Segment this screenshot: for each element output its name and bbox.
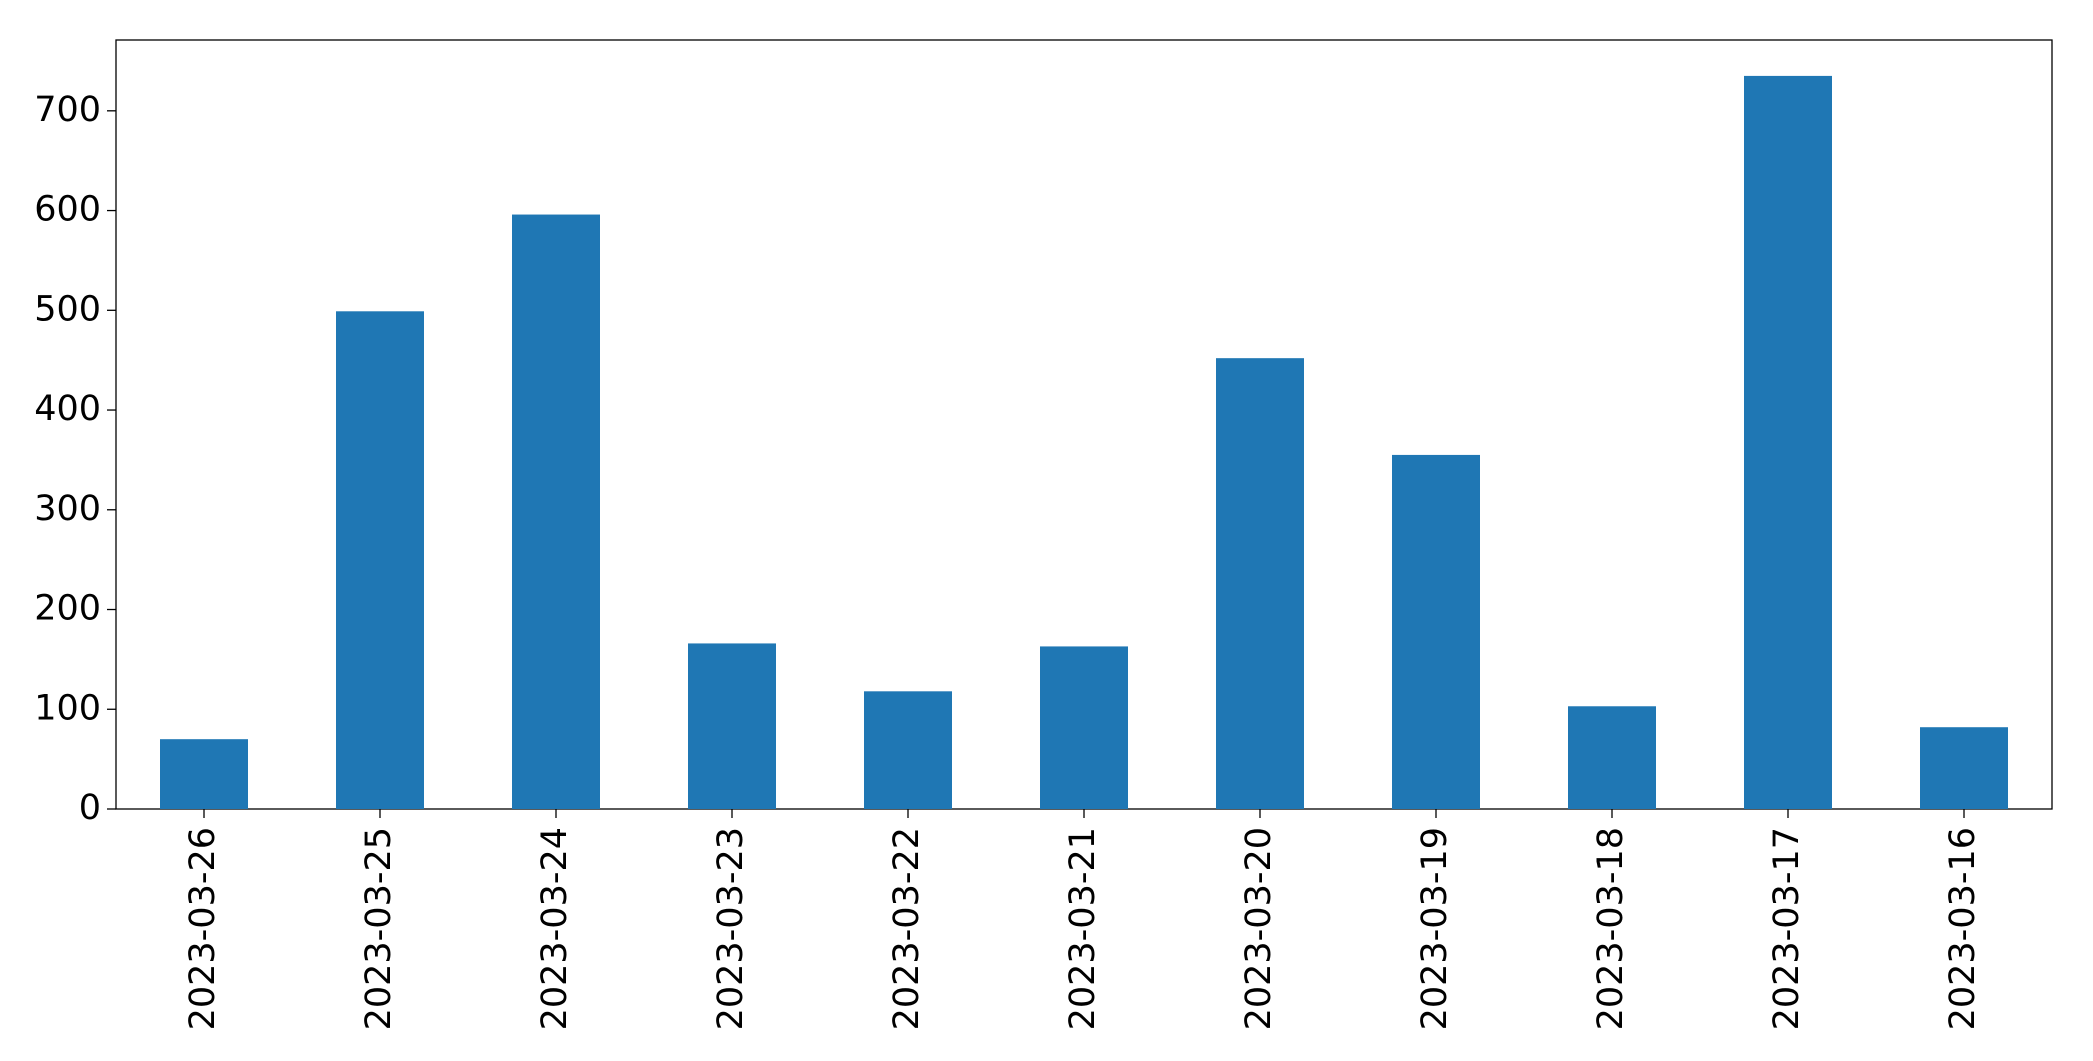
- y-tick-label: 600: [34, 190, 101, 230]
- y-tick-label: 500: [34, 289, 101, 329]
- x-tick-label: 2023-03-18: [1591, 827, 1631, 1030]
- y-tick-label: 200: [34, 589, 101, 629]
- y-tick-label: 700: [34, 90, 101, 130]
- y-tick-label: 0: [79, 788, 101, 828]
- bar: [1216, 358, 1304, 809]
- bar: [864, 691, 952, 809]
- x-tick-label: 2023-03-20: [1239, 827, 1279, 1030]
- x-tick-label: 2023-03-26: [183, 827, 223, 1030]
- x-tick-label: 2023-03-24: [535, 827, 575, 1030]
- x-tick-label: 2023-03-16: [1943, 827, 1983, 1030]
- bar: [1392, 454, 1480, 809]
- bar: [688, 643, 776, 809]
- bar: [1744, 75, 1832, 809]
- bar: [1040, 646, 1128, 809]
- x-tick-label: 2023-03-25: [359, 827, 399, 1030]
- x-tick-label: 2023-03-17: [1767, 827, 1807, 1030]
- y-tick-label: 400: [34, 389, 101, 429]
- x-tick-label: 2023-03-21: [1063, 827, 1103, 1030]
- x-tick-label: 2023-03-19: [1415, 827, 1455, 1030]
- bar: [512, 214, 600, 810]
- x-tick-label: 2023-03-22: [887, 827, 927, 1030]
- x-tick-label: 2023-03-23: [711, 827, 751, 1030]
- y-tick-label: 100: [34, 688, 101, 728]
- bar: [1568, 706, 1656, 809]
- bar: [1920, 727, 2008, 809]
- y-tick-label: 300: [34, 489, 101, 529]
- bar: [160, 739, 248, 809]
- bar: [336, 311, 424, 809]
